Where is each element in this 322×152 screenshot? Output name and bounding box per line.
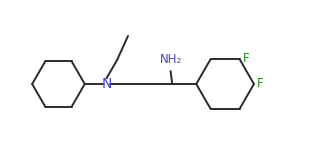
Text: NH₂: NH₂ <box>159 53 182 66</box>
Text: F: F <box>257 77 264 90</box>
Text: N: N <box>101 77 112 91</box>
Text: F: F <box>243 52 249 65</box>
